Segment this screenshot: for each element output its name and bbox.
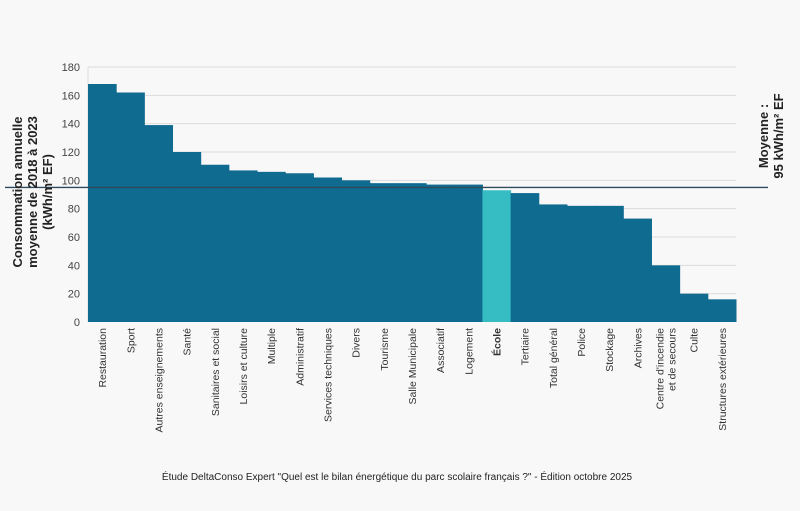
x-tick-label: Associatif [435,328,447,373]
bar [257,171,286,322]
mean-label-line: 95 kWh/m² EF [771,93,786,178]
bar [397,183,427,322]
x-tick-label: Administratif [294,328,306,386]
x-tick-label: Archives [632,328,644,368]
bar [454,184,483,322]
x-tick-label: Structures extérieures [717,328,729,431]
bar [228,170,258,322]
x-axis-labels: Restauration Sport Autres enseignements San… [97,328,729,433]
y-axis-title-line: (kWh/m² EF) [40,154,55,230]
x-tick-label: Santé [182,328,194,356]
y-tick-label: 140 [62,119,80,131]
x-tick-label: Stockage [604,328,616,372]
y-tick-label: 20 [68,289,80,301]
bar [426,184,455,322]
y-tick-label: 180 [62,62,80,74]
x-tick-label: Multiple [266,328,278,364]
x-tick-label: Restauration [97,328,109,388]
y-axis-title-line: Consommation annuelle [10,117,25,268]
bar [595,205,624,322]
bar [172,152,202,322]
y-tick-label: 60 [68,232,80,244]
bar [707,299,737,322]
y-tick-label: 80 [68,204,80,216]
bar [116,92,145,322]
x-tick-label: Centre d'incendie [655,328,667,410]
y-tick-label: 120 [62,147,80,159]
x-tick-label: Sanitaires et social [210,328,222,416]
bar [285,173,314,322]
bar [369,183,399,322]
x-tick-label: Autres enseignements [153,328,165,432]
x-tick-label: Divers [351,328,363,358]
bar [510,193,540,322]
x-tick-label: Total général [548,328,560,388]
y-axis-title: Consommation annuellemoyenne de 2018 à 2… [10,116,55,268]
bar [623,218,652,322]
x-tick-label: Sport [125,328,137,353]
y-axis-title-line: moyenne de 2018 à 2023 [25,116,40,268]
bar [679,293,709,322]
y-tick-label: 40 [68,260,80,272]
mean-label-line: Moyenne : [756,104,771,168]
x-tick-label: Services techniques [322,328,334,422]
bar [88,84,117,322]
mean-label: Moyenne :95 kWh/m² EF [756,93,786,178]
bar [538,204,568,322]
bar [144,125,174,322]
x-tick-label: Salle Municipale [407,328,419,405]
y-tick-label: 100 [62,175,80,187]
y-tick-label: 0 [74,317,80,329]
x-tick-label: Tourisme [379,328,391,371]
source-caption: Étude DeltaConso Expert "Quel est le bil… [162,470,633,483]
bar [313,177,343,322]
bar [566,205,596,322]
bar [482,190,512,322]
bar [651,265,681,322]
x-tick-label: Culte [689,328,701,353]
bars [88,84,737,322]
y-axis-ticks: 0 20 40 60 80 100 120 140 160 180 [62,62,80,329]
x-tick-label: Logement [463,328,475,375]
x-tick-label: Tertiaire [520,328,532,366]
x-tick-label: École [491,328,504,356]
bar [200,164,230,322]
x-tick-label: Loisirs et culture [238,328,250,405]
x-tick-label: et de secours [667,328,679,391]
x-tick-label: Police [576,328,588,357]
bar [341,180,371,322]
y-tick-label: 160 [62,90,80,102]
